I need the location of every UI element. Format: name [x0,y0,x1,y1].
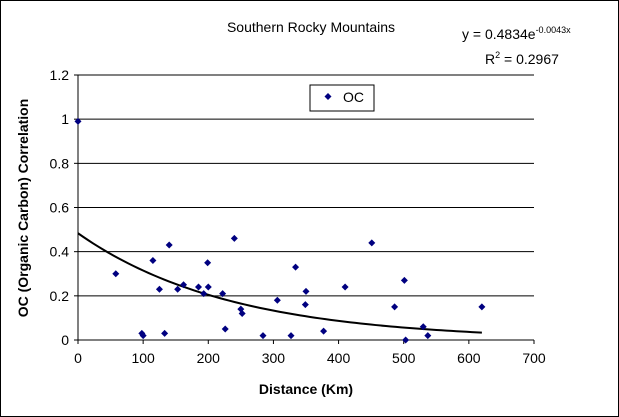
data-point [478,303,486,311]
data-point [161,329,169,337]
y-tick-label: 1 [61,111,69,127]
data-point [74,117,82,125]
r-squared-value: = 0.2967 [500,51,559,67]
data-point [180,281,188,289]
r-squared-label: R [485,51,495,67]
x-tick-label: 0 [74,350,82,366]
data-point [273,296,281,304]
data-point [149,257,157,264]
data-point [302,287,310,295]
legend: OC [309,84,375,112]
legend-label-oc: OC [343,89,364,105]
data-point [424,332,432,340]
data-point [221,325,229,333]
y-tick-label: 1.2 [50,67,70,83]
data-point [301,301,309,309]
data-point [204,259,212,267]
data-point [230,234,238,242]
trendline-equation-exponent: -0.0043x [536,25,572,35]
x-axis-label: Distance (Km) [259,381,353,397]
data-point [165,241,173,249]
data-point [155,285,163,293]
x-tick-label: 700 [522,350,546,366]
data-point [238,310,246,317]
data-point [259,332,267,340]
data-point [320,327,328,335]
y-axis-label: OC (Organic Carbon) Correlation [15,99,31,318]
legend-box [309,84,375,112]
trendline-curve [77,232,482,334]
y-tick-label: 0.2 [50,288,70,304]
data-point [368,239,376,247]
data-point [204,283,212,291]
data-point [112,270,120,278]
x-tick-label: 100 [131,350,155,366]
y-tick-label: 0.8 [50,155,70,171]
y-tick-label: 0.4 [50,244,70,260]
trendline-equation: y = 0.4834e-0.0043x [462,25,571,42]
y-tick-label: 0.6 [50,200,70,216]
y-tick-label: 0 [61,332,69,348]
data-point [174,285,182,293]
data-point [219,290,227,298]
x-tick-label: 300 [262,350,286,366]
data-point [391,303,399,311]
data-point [195,283,203,291]
x-tick-label: 200 [197,350,221,366]
data-point [287,332,295,340]
legend-marker-oc [324,93,332,100]
chart-title: Southern Rocky Mountains [227,19,395,35]
data-point [200,290,208,298]
trendline-r-squared: R2 = 0.2967 [485,50,559,67]
plot-area: 0 0.2 0.4 0.6 0.8 1 1.2 0 100 200 300 400 500 600 700 [50,67,546,366]
data-point [402,336,410,344]
x-tick-label: 400 [327,350,351,366]
r-squared-superscript: 2 [495,50,500,60]
data-point [292,263,300,271]
data-point [139,332,147,340]
data-point [341,283,349,291]
data-point [400,276,408,284]
data-point [419,323,427,331]
trendline-equation-base: y = 0.4834e [462,26,536,42]
x-tick-label: 600 [457,350,481,366]
x-tick-label: 500 [392,350,416,366]
